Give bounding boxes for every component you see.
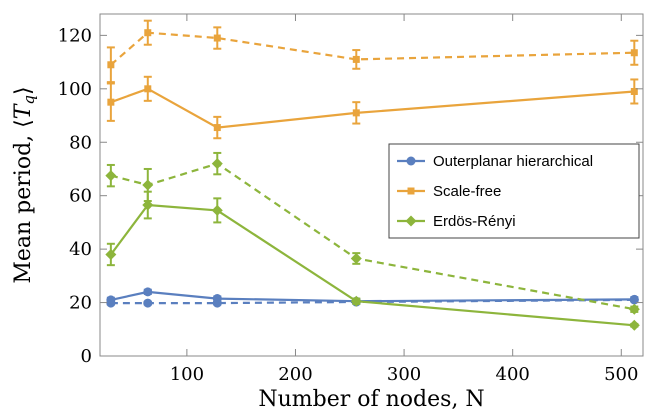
data-point [211,158,223,170]
data-point [107,98,115,106]
data-point [144,85,152,93]
x-tick-label: 500 [604,364,638,385]
axis-ticks: 100 200 300 400 500 0 20 40 60 80 100 120 [58,14,643,385]
y-tick-label: 120 [58,25,92,46]
y-axis-title-subscript: q [20,95,38,105]
data-point [212,298,222,308]
y-tick-label: 100 [58,79,92,100]
legend-marker [407,187,415,195]
data-point [352,55,360,63]
data-point [213,34,221,42]
data-point [143,287,153,297]
data-point [630,87,638,95]
data-point [107,61,115,69]
legend-box [388,143,640,239]
data-point [142,179,154,191]
y-axis-title-bracket-right: ⟩ [11,86,36,95]
data-point [628,319,640,331]
y-tick-label: 60 [69,186,92,207]
x-axis-title: Number of nodes, N [258,387,484,412]
series-line [110,31,635,66]
x-tick-label: 400 [496,364,530,385]
x-tick-label: 200 [278,364,312,385]
data-point [105,170,117,182]
y-axis-title-bracket-left: ⟨ [11,119,36,128]
y-axis-title-main: Mean period, [11,128,36,284]
data-point [144,29,152,37]
x-tick-label: 300 [387,364,421,385]
legend-marker [406,156,416,166]
y-tick-label: 0 [81,346,92,367]
data-point [628,303,640,315]
y-tick-label: 40 [69,239,92,260]
legend-label: Erdös-Rényi [433,213,516,230]
data-point [211,204,223,216]
y-tick-label: 80 [69,132,92,153]
series-line [110,87,635,129]
series-2-solid [106,75,639,140]
series-line [110,298,635,305]
series-4-solid [105,190,640,331]
data-point [352,109,360,117]
data-point [213,124,221,132]
legend-label: Scale-free [433,183,501,200]
data-point [630,49,638,57]
data-point [350,252,362,264]
y-axis-title: Mean period, ⟨Tq⟩ [11,86,38,283]
data-point [350,295,362,307]
legend-label: Outerplanar hierarchical [433,153,593,170]
data-point [106,298,116,308]
series-5-dashed [105,151,640,315]
y-axis-title-symbol: T [11,102,36,119]
plot-frame [99,13,644,357]
legend: Outerplanar hierarchical Scale-free Erdös-… [388,143,640,239]
data-point [143,298,153,308]
series-layer [105,19,640,331]
series-3-dashed [106,19,639,84]
legend-marker [405,215,417,227]
data-point [105,248,117,260]
x-tick-label: 100 [170,364,204,385]
data-point [142,199,154,211]
y-tick-label: 20 [69,293,92,314]
